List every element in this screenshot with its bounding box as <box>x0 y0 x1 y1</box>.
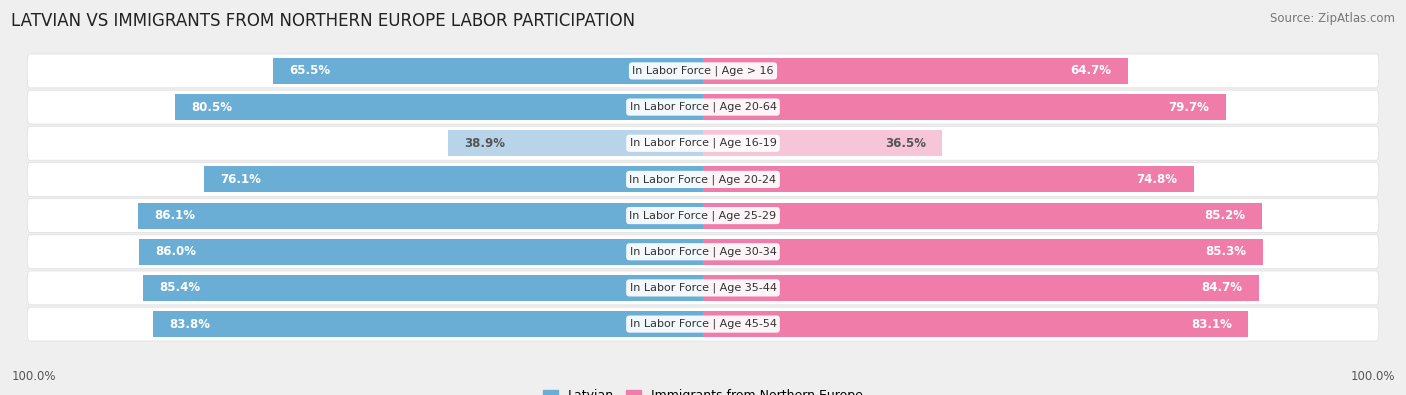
Text: 65.5%: 65.5% <box>290 64 330 77</box>
Text: In Labor Force | Age 45-54: In Labor Force | Age 45-54 <box>630 319 776 329</box>
Text: 85.3%: 85.3% <box>1205 245 1246 258</box>
Text: 36.5%: 36.5% <box>886 137 927 150</box>
Bar <box>447 130 703 156</box>
Bar <box>174 94 703 120</box>
Text: 100.0%: 100.0% <box>11 370 56 383</box>
Text: 80.5%: 80.5% <box>191 101 232 114</box>
Bar <box>139 239 703 265</box>
Text: LATVIAN VS IMMIGRANTS FROM NORTHERN EUROPE LABOR PARTICIPATION: LATVIAN VS IMMIGRANTS FROM NORTHERN EURO… <box>11 12 636 30</box>
Bar <box>703 130 942 156</box>
Text: In Labor Force | Age > 16: In Labor Force | Age > 16 <box>633 66 773 76</box>
Text: In Labor Force | Age 16-19: In Labor Force | Age 16-19 <box>630 138 776 149</box>
Text: 64.7%: 64.7% <box>1070 64 1111 77</box>
Bar <box>703 203 1263 229</box>
Bar <box>204 166 703 192</box>
FancyBboxPatch shape <box>27 54 1379 88</box>
Text: In Labor Force | Age 20-24: In Labor Force | Age 20-24 <box>630 174 776 185</box>
Text: 83.1%: 83.1% <box>1191 318 1232 331</box>
Bar <box>153 311 703 337</box>
FancyBboxPatch shape <box>27 271 1379 305</box>
Bar <box>703 275 1258 301</box>
Text: 85.4%: 85.4% <box>159 281 200 294</box>
Text: 100.0%: 100.0% <box>1350 370 1395 383</box>
Text: 74.8%: 74.8% <box>1136 173 1177 186</box>
Bar <box>142 275 703 301</box>
Bar <box>138 203 703 229</box>
Text: 86.0%: 86.0% <box>155 245 195 258</box>
Text: 83.8%: 83.8% <box>170 318 211 331</box>
Bar <box>273 58 703 84</box>
Text: 85.2%: 85.2% <box>1205 209 1246 222</box>
Bar <box>703 311 1249 337</box>
Text: 38.9%: 38.9% <box>464 137 505 150</box>
Text: In Labor Force | Age 30-34: In Labor Force | Age 30-34 <box>630 246 776 257</box>
FancyBboxPatch shape <box>27 162 1379 196</box>
Text: In Labor Force | Age 25-29: In Labor Force | Age 25-29 <box>630 210 776 221</box>
Text: In Labor Force | Age 20-64: In Labor Force | Age 20-64 <box>630 102 776 112</box>
Text: 84.7%: 84.7% <box>1201 281 1243 294</box>
Text: 76.1%: 76.1% <box>221 173 262 186</box>
FancyBboxPatch shape <box>27 307 1379 341</box>
FancyBboxPatch shape <box>27 126 1379 160</box>
FancyBboxPatch shape <box>27 199 1379 233</box>
Text: 79.7%: 79.7% <box>1168 101 1209 114</box>
FancyBboxPatch shape <box>27 90 1379 124</box>
Bar <box>703 166 1194 192</box>
Text: Source: ZipAtlas.com: Source: ZipAtlas.com <box>1270 12 1395 25</box>
Text: In Labor Force | Age 35-44: In Labor Force | Age 35-44 <box>630 283 776 293</box>
Legend: Latvian, Immigrants from Northern Europe: Latvian, Immigrants from Northern Europe <box>537 384 869 395</box>
Bar <box>703 58 1128 84</box>
Text: 86.1%: 86.1% <box>155 209 195 222</box>
Bar <box>703 239 1263 265</box>
FancyBboxPatch shape <box>27 235 1379 269</box>
Bar <box>703 94 1226 120</box>
